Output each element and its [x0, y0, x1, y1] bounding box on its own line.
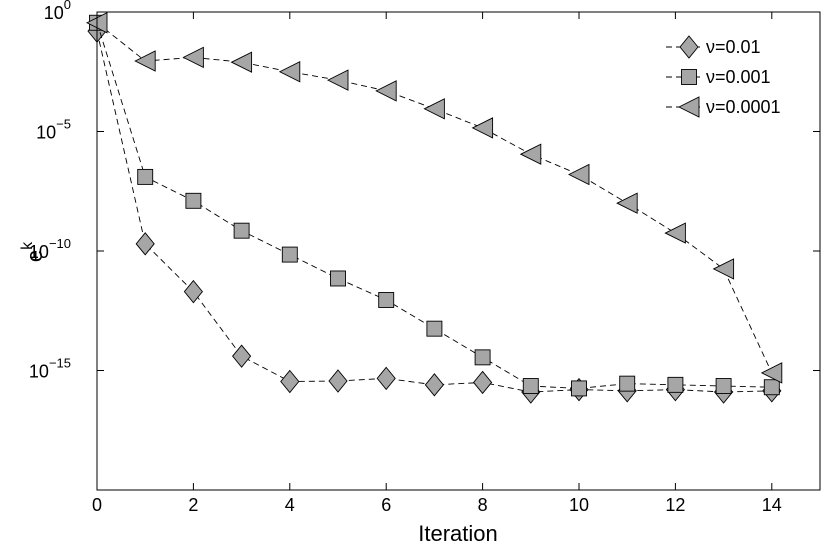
data-point-triangle-left — [519, 143, 542, 165]
data-point-diamond — [424, 373, 444, 397]
x-tick-label: 0 — [92, 495, 102, 515]
y-tick-label: 10−5 — [36, 117, 71, 143]
y-axis-title-superscript: k — [19, 241, 36, 250]
data-point-diamond — [328, 369, 348, 393]
legend-entry: ν=0.001 — [666, 67, 771, 87]
data-point-diamond — [232, 344, 252, 368]
data-point-square — [330, 270, 346, 287]
data-point-square — [522, 378, 539, 394]
legend-label: ν=0.01 — [706, 37, 761, 57]
data-point-diamond — [376, 366, 396, 391]
series-layer — [85, 12, 783, 404]
data-point-triangle-left — [423, 98, 445, 120]
data-point-triangle-left — [712, 258, 735, 280]
data-point-triangle-left — [134, 50, 156, 72]
y-axis-title: ek — [19, 241, 47, 262]
x-tick-label: 14 — [762, 495, 782, 515]
legend-marker-square — [681, 69, 697, 85]
series-line — [96, 22, 773, 374]
legend-label: ν=0.0001 — [706, 97, 781, 117]
data-point-square — [474, 349, 491, 366]
data-point-square — [233, 222, 250, 239]
x-tick-label: 10 — [569, 495, 589, 515]
data-point-square — [281, 246, 298, 263]
legend-marker-triangle-left — [677, 96, 700, 118]
y-tick-label-exponent: −10 — [49, 236, 71, 251]
y-tick-label-exponent: 0 — [64, 0, 71, 12]
data-point-triangle-left — [278, 61, 301, 83]
data-point-square — [137, 168, 154, 185]
svg-text:ek: ek — [19, 241, 47, 262]
data-point-square — [378, 292, 395, 308]
data-point-triangle-left — [230, 51, 253, 73]
data-point-diamond — [183, 279, 203, 304]
legend-entry: ν=0.01 — [666, 35, 761, 59]
y-tick-label: 100 — [44, 0, 71, 23]
x-tick-label: 6 — [381, 495, 391, 515]
data-point-diamond — [280, 369, 300, 394]
data-point-square — [667, 376, 684, 393]
legend-label: ν=0.001 — [706, 67, 771, 87]
data-point-diamond — [135, 232, 155, 256]
data-point-triangle-left — [471, 117, 494, 139]
data-point-triangle-left — [182, 46, 204, 69]
x-tick-label: 2 — [188, 495, 198, 515]
y-tick-label-exponent: −5 — [56, 117, 71, 132]
x-axis-title: Iteration — [418, 521, 498, 546]
data-point-triangle-left — [375, 80, 397, 102]
y-tick-label-base: 10 — [44, 3, 64, 23]
data-point-diamond — [473, 370, 493, 395]
data-point-square — [619, 375, 636, 392]
series-triangle-left — [85, 12, 783, 384]
y-axis-title-base: e — [22, 250, 47, 262]
series-line — [96, 31, 772, 393]
legend-marker-diamond — [679, 35, 699, 59]
data-point-square — [426, 320, 443, 337]
data-point-square — [763, 379, 780, 396]
legend-entry: ν=0.0001 — [666, 96, 781, 118]
data-point-triangle-left — [326, 69, 349, 91]
series-line — [96, 22, 772, 389]
data-point-square — [571, 380, 587, 397]
x-tick-label: 4 — [285, 495, 295, 515]
data-point-square — [715, 378, 732, 394]
y-tick-label: 10−15 — [29, 356, 71, 382]
data-point-triangle-left — [616, 192, 638, 214]
x-tick-label: 12 — [665, 495, 685, 515]
y-tick-label-base: 10 — [29, 362, 49, 382]
x-tick-label: 8 — [478, 495, 488, 515]
legend-entries: ν=0.01 ν=0.001 ν=0.0001 — [666, 35, 781, 118]
legend: ν=0.01 ν=0.001 ν=0.0001 — [656, 27, 810, 127]
y-tick-label-exponent: −15 — [49, 356, 71, 371]
y-tick-label-base: 10 — [29, 242, 49, 262]
data-point-triangle-left — [664, 222, 686, 244]
data-point-square — [185, 192, 202, 209]
y-tick-label-base: 10 — [36, 123, 56, 143]
data-point-triangle-left — [760, 362, 783, 384]
data-point-triangle-left — [567, 163, 590, 186]
y-tick-label: 10−10 — [29, 236, 71, 262]
